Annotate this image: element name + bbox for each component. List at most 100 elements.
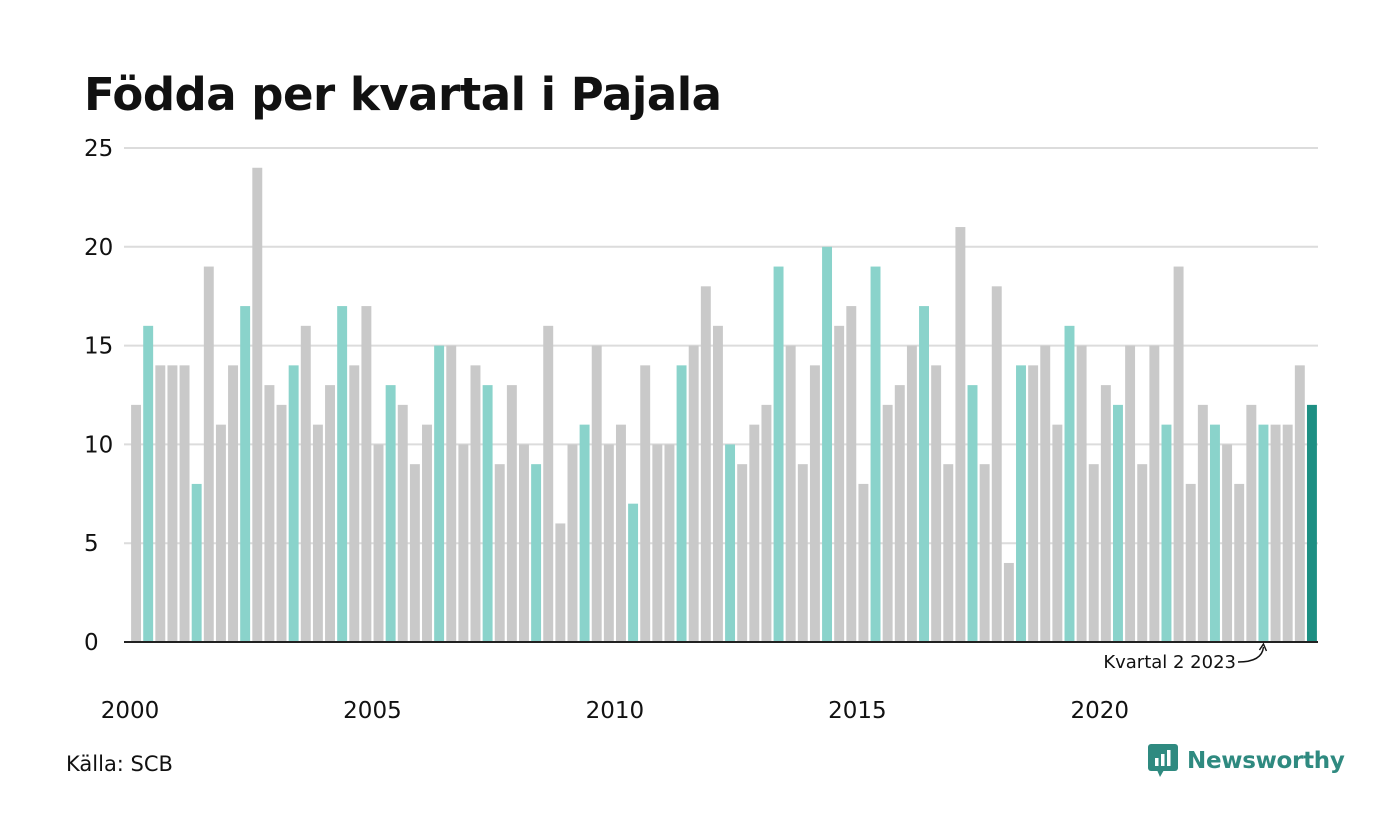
bar-2002K1 [228,365,239,642]
bar-2019K1 [1052,424,1063,642]
bar-2022K2 [1209,424,1220,642]
bar-2011K3 [688,345,699,642]
bar-2014K3 [834,325,845,642]
bar-2020K2 [1113,404,1123,642]
bar-2021K1 [1149,345,1160,642]
bar-2000K4 [167,365,178,642]
bar-2013K4 [797,464,808,642]
x-tick-label: 2010 [586,698,645,724]
bar-2007K4 [506,385,517,642]
y-axis-tick-labels: 0 5 10 15 20 25 [84,136,113,656]
bar-2009K3 [591,345,602,642]
bar-2003K2 [288,365,299,642]
newsworthy-logo: Newsworthy [1148,744,1345,778]
y-tick-label: 15 [84,334,113,360]
bar-2014K2 [822,246,833,643]
bar-2006K2 [434,345,445,642]
bar-2024K2 [1306,404,1317,642]
bar-2007K1 [470,365,481,642]
bar-2020K3 [1125,345,1136,642]
y-tick-label: 20 [84,235,113,261]
bar-2005K4 [409,464,420,642]
bar-2004K3 [349,365,360,642]
x-axis-tick-labels: 2000 2005 2010 2015 2020 [101,698,1129,724]
bar-2016K2 [919,306,929,642]
bar-2014K1 [809,365,820,642]
bar-2022K4 [1234,483,1245,642]
bar-2011K1 [664,444,675,642]
bar-2012K1 [712,325,723,642]
bar-2003K4 [312,424,323,642]
bar-2018K1 [1003,562,1014,642]
x-tick-label: 2000 [101,698,160,724]
bar-2008K1 [519,444,529,642]
bar-2023K4 [1282,424,1293,642]
x-tick-label: 2020 [1071,698,1130,724]
bar-2008K2 [531,464,542,642]
bar-2003K1 [276,404,287,642]
bar-2015K4 [894,385,905,642]
newsworthy-chart-bubble-icon [1148,744,1178,777]
bar-2012K4 [749,424,760,642]
bar-2005K1 [373,444,384,642]
bar-2005K2 [385,385,396,642]
bar-2004K2 [337,306,348,642]
bar-2018K2 [1016,365,1026,642]
bar-2013K3 [785,345,796,642]
bar-2010K3 [640,365,651,642]
annotation-arrowhead [1258,642,1268,652]
chart-title: Födda per kvartal i Pajala [84,68,722,121]
bar-2005K3 [397,404,408,642]
bar-2009K2 [579,424,590,642]
bar-2013K2 [773,266,784,642]
bar-2023K3 [1270,424,1281,642]
bar-2003K3 [300,325,311,642]
bar-2001K1 [179,365,190,642]
bar-2010K4 [652,444,663,642]
annotation-label: Kvartal 2 2023 [1103,652,1236,673]
bar-2000K3 [155,365,166,642]
bar-2001K3 [203,266,214,642]
bar-2013K1 [761,404,772,642]
bar-2011K2 [676,365,687,642]
x-tick-label: 2005 [343,698,402,724]
bar-2015K3 [882,404,893,642]
bar-2010K1 [615,424,626,642]
y-tick-label: 10 [84,432,113,458]
bar-2014K4 [846,306,857,642]
annotation: Kvartal 2 2023 [1103,642,1268,673]
annotation-arrow [1237,646,1265,663]
bar-2008K4 [555,523,566,642]
bar-2004K1 [325,385,335,642]
y-tick-label: 25 [84,136,113,162]
bar-2001K4 [215,424,226,642]
bar-2016K4 [943,464,954,642]
bar-2017K4 [991,286,1002,642]
bar-2001K2 [191,483,202,642]
bar-2017K3 [979,464,990,642]
source-label: Källa: SCB [66,752,173,776]
bar-2021K4 [1185,483,1196,642]
bar-2000K2 [143,325,154,642]
bar-2023K2 [1258,424,1269,642]
bar-2022K1 [1197,404,1208,642]
bar-2002K2 [240,306,251,642]
bar-2009K4 [603,444,614,642]
bar-2019K3 [1076,345,1087,642]
bar-2002K4 [264,385,275,642]
logo-text: Newsworthy [1187,748,1345,774]
bar-2019K2 [1064,325,1075,642]
bar-2008K3 [543,325,554,642]
bar-2009K1 [567,444,578,642]
bar-2015K1 [858,483,869,642]
bar-2006K1 [422,424,432,642]
x-tick-label: 2015 [828,698,887,724]
bar-2016K1 [906,345,917,642]
bar-2002K3 [252,167,263,642]
bar-2017K1 [955,227,966,643]
bar-2012K3 [737,464,748,642]
bar-chart: 0 5 10 15 20 25 2000 2005 2010 2015 2020 Kvartal … [84,136,1318,724]
bar-2019K4 [1088,464,1099,642]
bar-2007K3 [494,464,505,642]
bar-2021K3 [1173,266,1184,642]
